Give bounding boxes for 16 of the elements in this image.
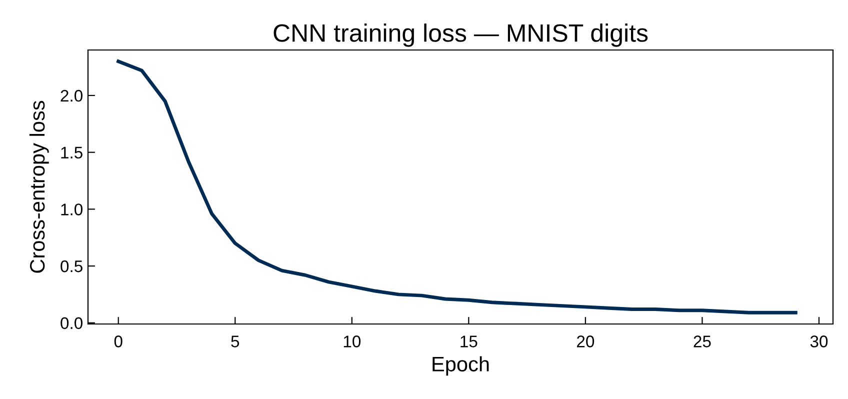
y-tick-label: 2.0 xyxy=(60,90,82,102)
chart-title: CNN training loss — MNIST digits xyxy=(274,24,648,47)
x-tick-label: 5 xyxy=(231,336,240,348)
y-axis-title: Cross-entropy loss xyxy=(29,100,49,273)
x-tick-label: 20 xyxy=(577,336,594,348)
x-tick-label: 25 xyxy=(694,336,711,348)
x-tick-label: 30 xyxy=(810,336,828,348)
y-tick-label: 0.5 xyxy=(60,260,82,272)
x-tick-label: 0 xyxy=(114,336,122,348)
y-tick-label: 1.0 xyxy=(61,204,82,216)
x-tick-label: 10 xyxy=(344,336,361,348)
x-tick-label: 15 xyxy=(460,336,478,348)
y-tick-label: 1.5 xyxy=(61,146,82,159)
line-series xyxy=(116,60,798,314)
y-tick-label: 0.0 xyxy=(60,317,82,330)
x-axis-title: Epoch xyxy=(432,356,489,376)
